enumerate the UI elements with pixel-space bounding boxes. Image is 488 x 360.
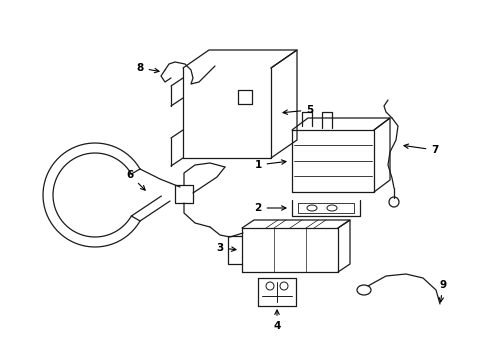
Text: 8: 8 <box>136 63 159 73</box>
Text: 3: 3 <box>216 243 236 253</box>
Text: 7: 7 <box>403 144 438 155</box>
Text: 6: 6 <box>126 170 145 190</box>
Text: 2: 2 <box>254 203 285 213</box>
Text: 1: 1 <box>254 160 285 170</box>
Text: 9: 9 <box>438 280 446 302</box>
Text: 4: 4 <box>273 310 280 331</box>
Text: 5: 5 <box>283 105 313 115</box>
